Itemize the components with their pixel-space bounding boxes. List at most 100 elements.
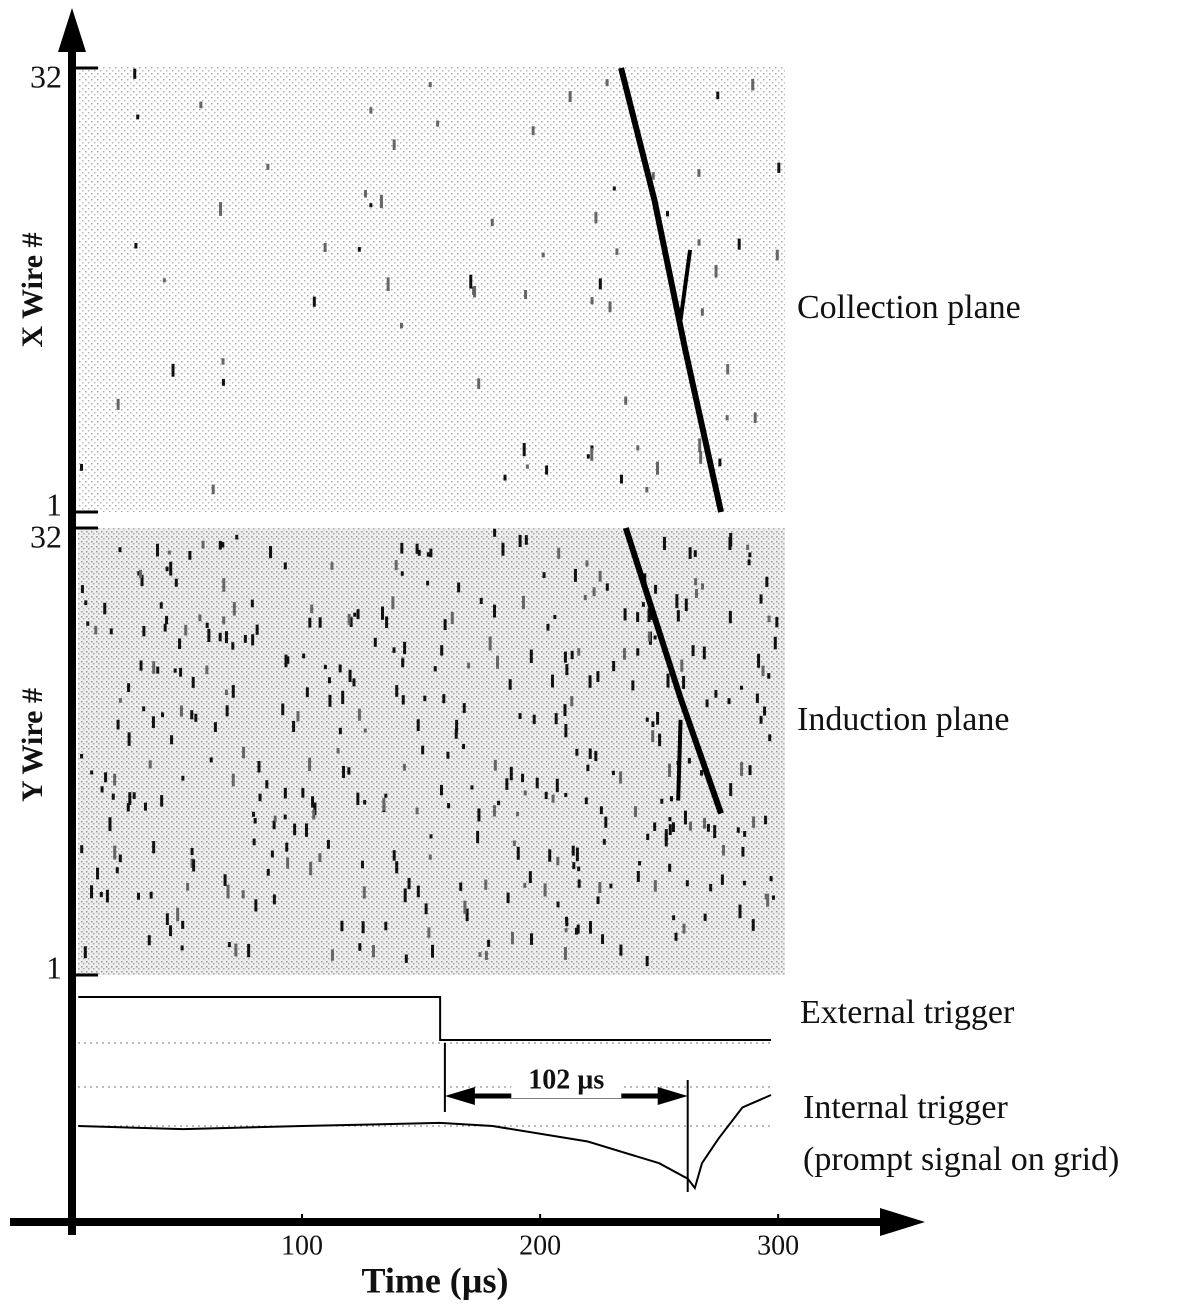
noise: [596, 671, 600, 682]
noise: [152, 841, 156, 854]
noise: [741, 846, 745, 857]
trace-sublabel: (prompt signal on grid): [803, 1141, 1119, 1178]
noise: [668, 824, 672, 836]
noise: [165, 913, 169, 925]
noise: [766, 893, 770, 907]
noise: [716, 91, 720, 100]
noise: [668, 817, 672, 822]
noise: [231, 642, 235, 650]
noise: [338, 664, 342, 673]
noise: [118, 854, 122, 863]
noise: [518, 534, 522, 548]
noise: [516, 811, 520, 817]
noise: [311, 796, 315, 808]
noise: [296, 711, 300, 722]
noise: [190, 847, 194, 856]
noise: [180, 945, 184, 951]
noise: [572, 862, 576, 870]
noise: [118, 698, 122, 703]
noise: [423, 695, 427, 702]
noise: [746, 544, 750, 551]
noise: [128, 792, 132, 805]
y-axis-title: Y Wire #: [16, 688, 49, 802]
noise: [521, 595, 525, 610]
noise: [436, 120, 440, 127]
noise: [598, 278, 602, 290]
noise: [463, 900, 467, 914]
noise: [555, 778, 559, 793]
noise: [510, 932, 514, 945]
noise: [155, 543, 159, 557]
noise: [751, 919, 755, 931]
noise: [116, 398, 120, 410]
noise: [574, 927, 578, 935]
noise: [90, 770, 94, 775]
noise: [184, 624, 188, 636]
trace: [78, 1094, 772, 1191]
noise: [709, 883, 713, 892]
noise: [512, 840, 516, 847]
noise: [694, 578, 698, 586]
noise: [647, 608, 651, 623]
noise: [694, 589, 698, 599]
noise: [198, 614, 202, 622]
noise: [577, 879, 581, 888]
noise: [748, 765, 752, 776]
noise: [227, 942, 231, 948]
noise: [362, 886, 366, 899]
noise: [363, 189, 367, 198]
noise: [775, 249, 779, 261]
noise: [361, 921, 365, 934]
noise: [401, 695, 405, 705]
noise: [312, 809, 316, 820]
noise: [525, 464, 529, 469]
noise: [506, 892, 510, 904]
noise: [226, 884, 230, 899]
noise: [564, 928, 568, 933]
noise: [653, 822, 657, 831]
noise: [714, 264, 718, 278]
noise: [564, 792, 568, 798]
arrowhead: [657, 1087, 688, 1105]
noise: [326, 839, 330, 849]
noise: [167, 550, 171, 555]
noise: [96, 867, 100, 880]
noise: [676, 610, 680, 622]
noise: [484, 879, 488, 890]
noise: [382, 797, 386, 811]
noise: [399, 322, 403, 329]
noise: [645, 955, 649, 966]
noise: [602, 839, 606, 845]
noise: [588, 748, 592, 759]
noise: [86, 621, 90, 626]
noise: [251, 634, 255, 646]
noise: [221, 542, 225, 548]
noise: [90, 885, 94, 899]
noise: [455, 719, 459, 733]
noise: [722, 844, 726, 856]
noise: [407, 877, 411, 890]
noise: [596, 896, 600, 904]
noise: [688, 547, 692, 559]
noise: [222, 577, 226, 592]
noise: [477, 808, 481, 822]
noise: [222, 616, 226, 625]
noise: [439, 784, 443, 796]
noise: [433, 666, 437, 672]
noise: [223, 874, 227, 886]
noise: [682, 675, 686, 689]
noise: [318, 853, 322, 863]
noise: [703, 913, 707, 921]
noise: [80, 845, 84, 854]
noise: [272, 820, 276, 830]
noise: [619, 474, 623, 484]
noise: [548, 849, 552, 862]
noise: [330, 562, 334, 570]
noise: [429, 834, 433, 839]
noise: [725, 415, 729, 421]
noise: [518, 713, 522, 719]
noise: [680, 659, 684, 672]
noise: [235, 534, 239, 540]
noise: [156, 666, 160, 674]
noise: [641, 602, 645, 607]
